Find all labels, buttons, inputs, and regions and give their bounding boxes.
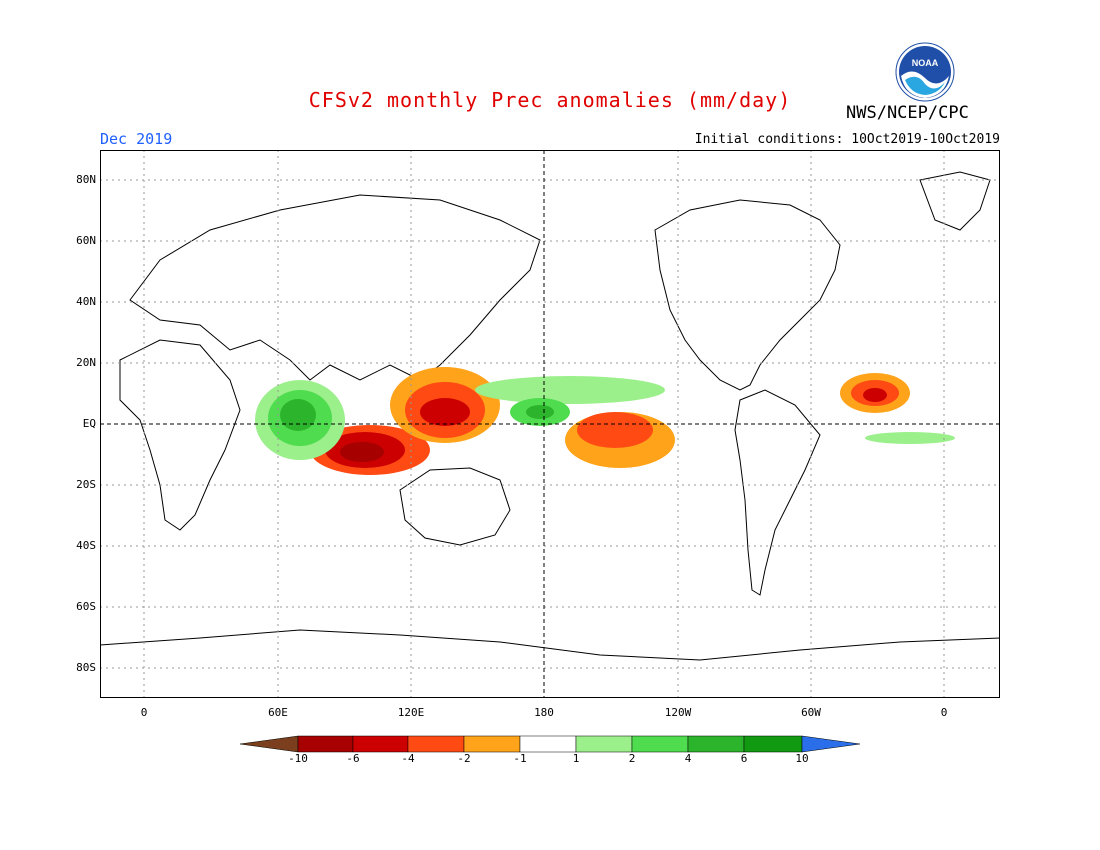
initial-conditions: Initial conditions: 10Oct2019-10Oct2019 [694,132,1000,147]
agency-label: NWS/NCEP/CPC [846,103,969,123]
colorbar-label: 1 [572,752,580,765]
colorbar-label: -2 [457,752,471,765]
map-title: CFSv2 monthly Prec anomalies (mm/day) [308,88,792,112]
colorbar-label: 4 [684,752,692,765]
colorbar-label: -1 [513,752,527,765]
colorbar-label: 6 [740,752,748,765]
gridlines [100,150,1000,698]
lon-label: 60E [268,706,288,719]
colorbar-label: -4 [401,752,415,765]
valid-month: Dec 2019 [100,130,173,148]
colorbar-label: -6 [346,752,360,765]
colorbar-label: -10 [288,752,308,765]
lon-label: 180 [534,706,554,719]
lon-label: 120W [664,706,692,719]
lat-label: 80N [76,173,96,186]
colorbar [240,735,860,753]
logo-text: NOAA [912,58,939,68]
lat-label: 20N [76,356,96,369]
lat-label: 60N [76,234,96,247]
lat-label: 40S [76,539,96,552]
coastlines [100,171,1000,661]
anomaly-map [100,150,1000,698]
lat-label: EQ [82,417,96,430]
lon-label: 120E [397,706,425,719]
lat-label: 80S [76,661,96,674]
lon-label: 60W [801,706,821,719]
colorbar-label: 10 [795,752,809,765]
lon-label: 0 [940,706,948,719]
lat-label: 20S [76,478,96,491]
lat-label: 40N [76,295,96,308]
colorbar-label: 2 [628,752,636,765]
noaa-logo: NOAA [895,42,955,102]
lat-label: 60S [76,600,96,613]
lon-label: 0 [140,706,148,719]
